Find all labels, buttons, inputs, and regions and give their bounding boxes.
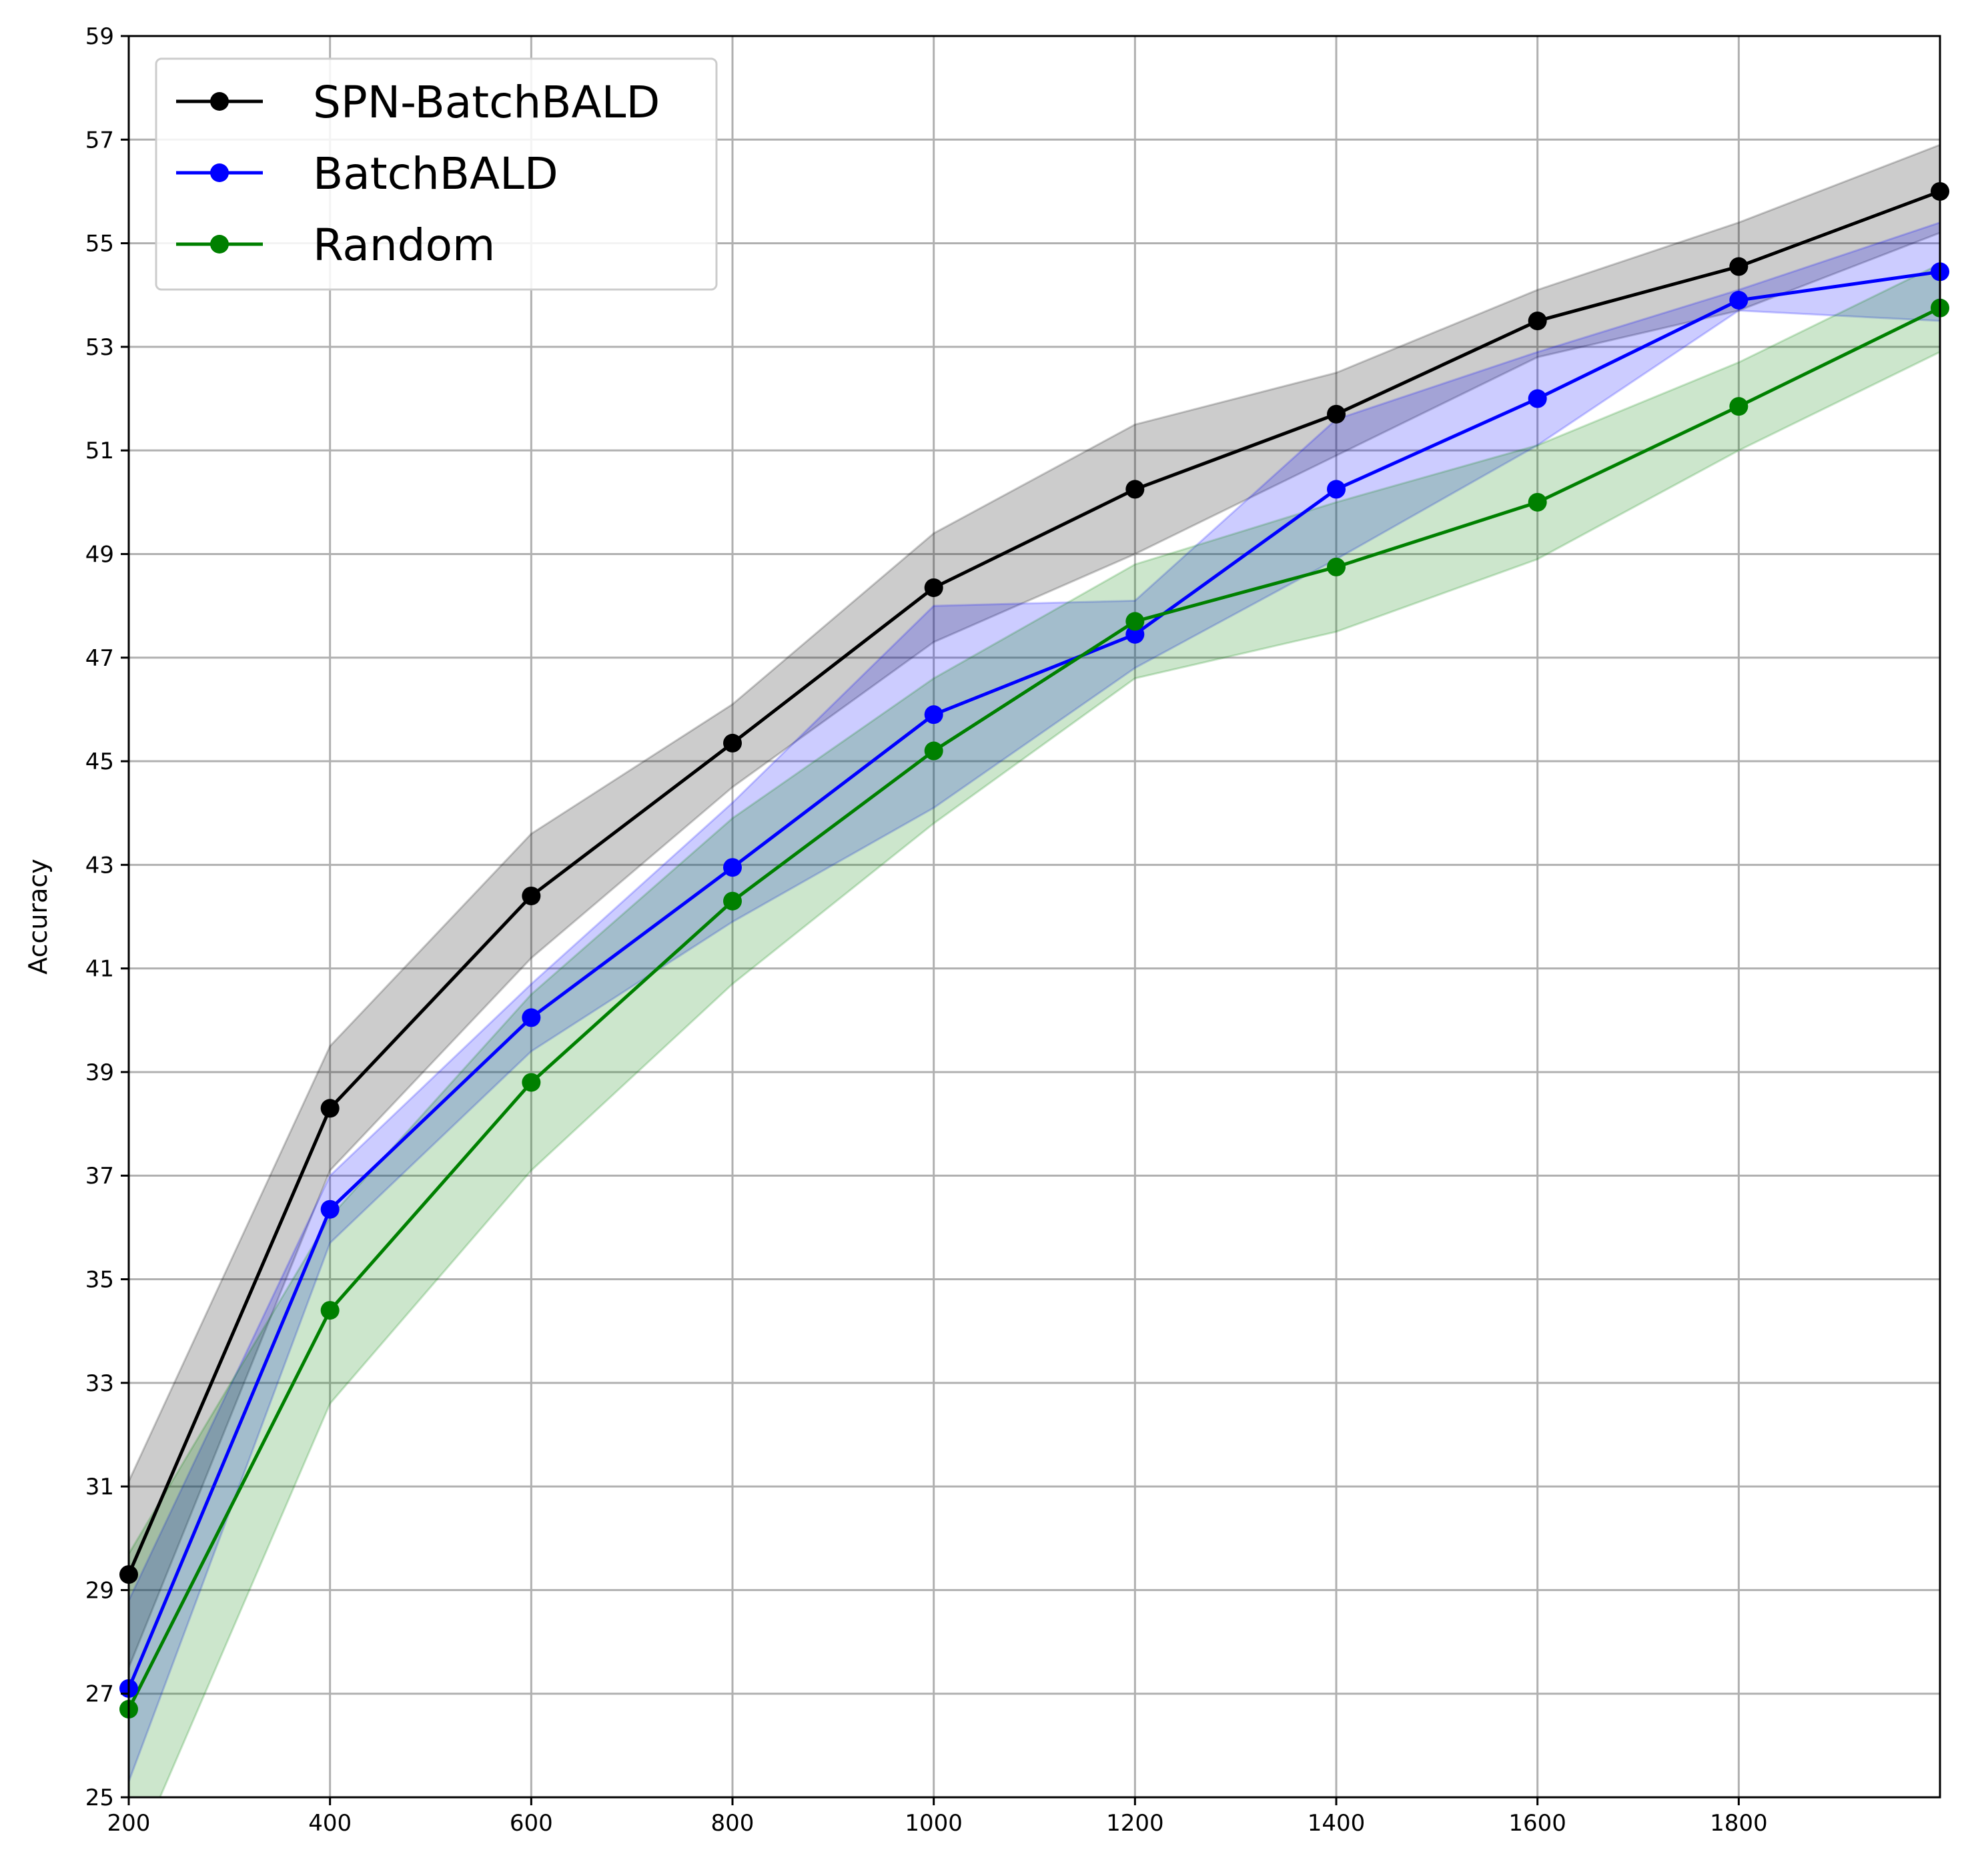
- data-point: [1125, 612, 1145, 631]
- confidence-band-2: [129, 262, 1940, 1797]
- data-point: [1327, 404, 1346, 424]
- y-tick-label: 49: [85, 541, 114, 568]
- data-point: [1327, 480, 1346, 499]
- x-tick-label: 600: [510, 1810, 553, 1837]
- y-tick-label: 31: [85, 1474, 114, 1500]
- series-lines: [129, 189, 1940, 1711]
- x-tick-label: 200: [107, 1810, 151, 1837]
- data-point: [1729, 291, 1749, 310]
- grid: [127, 35, 1940, 1799]
- data-point: [723, 858, 742, 877]
- y-tick-label: 33: [85, 1370, 114, 1397]
- data-point: [1125, 480, 1145, 499]
- y-tick-label: 41: [85, 956, 114, 983]
- series-line-2: [129, 306, 1940, 1711]
- data-point: [1327, 557, 1346, 576]
- data-point: [522, 1008, 541, 1027]
- data-point: [723, 733, 742, 753]
- data-point: [1528, 492, 1547, 512]
- y-tick-label: 45: [85, 749, 114, 775]
- legend-box: [155, 57, 718, 291]
- y-tick-label: 55: [85, 231, 114, 258]
- x-tick-label: 1400: [1308, 1810, 1366, 1837]
- data-point: [924, 741, 943, 761]
- x-tick-label: 1800: [1710, 1810, 1768, 1837]
- data-point: [1125, 624, 1145, 644]
- y-tick-label: 27: [85, 1681, 114, 1708]
- x-tick-label: 1200: [1106, 1810, 1164, 1837]
- y-tick-label: 39: [85, 1059, 114, 1086]
- y-tick-label: 47: [85, 645, 114, 672]
- data-point: [723, 891, 742, 911]
- data-point: [924, 705, 943, 725]
- y-tick-label: 53: [85, 334, 114, 361]
- legend-label: Random: [313, 219, 495, 271]
- data-point: [1729, 257, 1749, 276]
- x-tick-label: 800: [711, 1810, 755, 1837]
- x-tick-label: 1000: [905, 1810, 963, 1837]
- legend-label: BatchBALD: [313, 148, 558, 199]
- data-point: [924, 578, 943, 597]
- y-tick-label: 51: [85, 438, 114, 464]
- legend-marker: [210, 163, 229, 182]
- data-point: [320, 1301, 340, 1320]
- confidence-band-1: [129, 221, 1940, 1783]
- y-tick-label: 57: [85, 127, 114, 153]
- confidence-band-0: [129, 143, 1940, 1669]
- data-point: [522, 1073, 541, 1092]
- legend-marker: [210, 235, 229, 254]
- y-tick-label: 43: [85, 852, 114, 879]
- y-tick-label: 59: [85, 23, 114, 50]
- y-axis-label: Accuracy: [23, 859, 53, 975]
- data-point: [320, 1200, 340, 1219]
- y-tick-label: 35: [85, 1267, 114, 1294]
- data-point: [1528, 389, 1547, 408]
- legend: SPN-BatchBALD BatchBALD Random: [155, 57, 718, 291]
- data-point: [320, 1099, 340, 1118]
- y-axis-ticks: 25 27 29 31 33 35 37 39 41 43 45 47 49 51 53 55 57 59: [85, 23, 129, 1811]
- x-tick-label: 400: [308, 1810, 352, 1837]
- series-line-0: [129, 189, 1940, 1576]
- legend-label: SPN-BatchBALD: [313, 77, 660, 128]
- confidence-bands: [129, 143, 1940, 1797]
- plot-frame: [127, 35, 1941, 1799]
- data-point: [522, 886, 541, 905]
- legend-marker: [210, 92, 229, 111]
- y-tick-label: 37: [85, 1163, 114, 1190]
- x-tick-label: 1600: [1508, 1810, 1566, 1837]
- x-axis-ticks: 200 400 600 800 1000 1200 1400 1600 1800: [107, 1797, 1768, 1837]
- y-tick-label: 25: [85, 1785, 114, 1811]
- series-line-1: [129, 270, 1940, 1689]
- data-point: [1729, 397, 1749, 416]
- data-point: [1528, 312, 1547, 331]
- y-tick-label: 29: [85, 1577, 114, 1604]
